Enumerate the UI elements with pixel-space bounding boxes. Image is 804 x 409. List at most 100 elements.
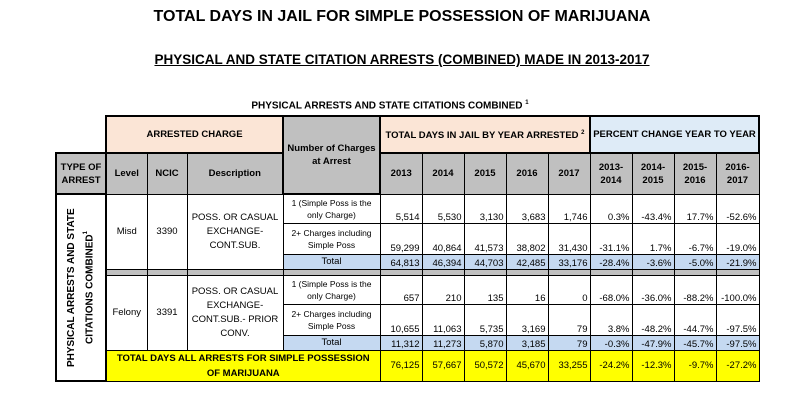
year-header: 2016	[505, 152, 549, 195]
description-header: Description	[186, 152, 284, 195]
charges-label: 1 (Simple Poss is the only Charge)	[282, 193, 381, 224]
days-cell: 44,703	[463, 253, 507, 270]
pct-cell: -36.0%	[631, 274, 675, 305]
grand-total-pct: -12.3%	[631, 349, 675, 382]
charges-label: 2+ Charges including Simple Poss	[282, 222, 381, 255]
days-cell: 135	[463, 274, 507, 305]
charges-label: Total	[282, 253, 381, 270]
ncic-header: NCIC	[146, 152, 188, 195]
type-header: TYPE OF ARREST	[55, 152, 107, 195]
table-title-text: PHYSICAL ARRESTS AND STATE CITATIONS COM…	[251, 100, 523, 112]
pct-cell: -97.5%	[715, 334, 760, 351]
year-header: 2015	[463, 152, 507, 195]
charges-label: Total	[282, 334, 381, 351]
pct-cell: -21.9%	[715, 253, 760, 270]
grand-total-days: 33,255	[547, 349, 591, 382]
description-cell: POSS. OR CASUAL EXCHANGE-CONT.SUB.	[186, 193, 284, 270]
days-cell: 41,573	[463, 222, 507, 255]
description-cell: POSS. OR CASUAL EXCHANGE-CONT.SUB.- PRIO…	[186, 274, 284, 351]
num-charges-header: Number of Charges at Arrest	[282, 115, 381, 195]
ncic-cell: 3391	[146, 274, 188, 351]
pct-cell: 17.7%	[673, 193, 717, 224]
arrested-charge-header: ARRESTED CHARGE	[105, 115, 284, 154]
level-cell: Misd	[105, 193, 148, 270]
days-cell: 79	[547, 334, 591, 351]
pct-cell: -3.6%	[631, 253, 675, 270]
type-of-arrest-cell: PHYSICAL ARRESTS AND STATE CITATIONS COM…	[55, 193, 107, 382]
days-cell: 3,130	[463, 193, 507, 224]
table-title: PHYSICAL ARRESTS AND STATE CITATIONS COM…	[100, 100, 680, 111]
main-title: TOTAL DAYS IN JAIL FOR SIMPLE POSSESSION…	[153, 8, 651, 25]
charges-label: 1 (Simple Poss is the only Charge)	[282, 274, 381, 305]
grand-total-pct: -27.2%	[715, 349, 760, 382]
days-cell: 38,802	[505, 222, 549, 255]
days-cell: 11,273	[421, 334, 465, 351]
ncic-cell: 3390	[146, 193, 188, 270]
blank-corner	[56, 116, 106, 153]
pct-cell: 1.7%	[631, 222, 675, 255]
days-cell: 79	[547, 303, 591, 336]
pct-cell: -31.1%	[589, 222, 633, 255]
total-days-header: TOTAL DAYS IN JAIL BY YEAR ARRESTED 2	[379, 115, 591, 154]
days-cell: 5,514	[379, 193, 423, 224]
days-cell: 42,485	[505, 253, 549, 270]
days-cell: 46,394	[421, 253, 465, 270]
pct-cell: -88.2%	[673, 274, 717, 305]
days-cell: 10,655	[379, 303, 423, 336]
type-label: PHYSICAL ARRESTS AND STATE CITATIONS COM…	[65, 208, 96, 367]
pct-cell: 3.8%	[589, 303, 633, 336]
days-cell: 3,185	[505, 334, 549, 351]
charges-label: 2+ Charges including Simple Poss	[282, 303, 381, 336]
grand-total-pct: -24.2%	[589, 349, 633, 382]
pct-cell: -52.6%	[715, 193, 760, 224]
pct-cell: -45.7%	[673, 334, 717, 351]
footnote-marker: 2	[581, 129, 585, 136]
grand-total-days: 50,572	[463, 349, 507, 382]
table-row: Felony 3391 POSS. OR CASUAL EXCHANGE-CONT.…	[56, 274, 760, 351]
grand-total-row: TOTAL DAYS ALL ARRESTS FOR SIMPLE POSSES…	[56, 349, 760, 382]
pct-cell: -48.2%	[631, 303, 675, 336]
pct-cell: -68.0%	[589, 274, 633, 305]
pct-cell: -47.9%	[631, 334, 675, 351]
period-header: 2014-2015	[631, 152, 675, 195]
level-header: Level	[105, 152, 148, 195]
days-cell: 11,063	[421, 303, 465, 336]
period-header: 2016-2017	[715, 152, 760, 195]
jail-days-table: ARRESTED CHARGE Number of Charges at Arr…	[55, 115, 760, 382]
year-header: 2017	[547, 152, 591, 195]
days-cell: 16	[505, 274, 549, 305]
pct-cell: -100.0%	[715, 274, 760, 305]
days-cell: 40,864	[421, 222, 465, 255]
days-cell: 5,735	[463, 303, 507, 336]
subtitle: PHYSICAL AND STATE CITATION ARRESTS (COM…	[154, 52, 650, 67]
days-cell: 210	[421, 274, 465, 305]
grand-total-days: 57,667	[421, 349, 465, 382]
footnote-marker: 1	[525, 100, 529, 106]
pct-cell: -28.4%	[589, 253, 633, 270]
pct-change-header: PERCENT CHANGE YEAR TO YEAR	[589, 115, 760, 154]
days-cell: 31,430	[547, 222, 591, 255]
period-header: 2013-2014	[589, 152, 633, 195]
period-header: 2015-2016	[673, 152, 717, 195]
table-row: PHYSICAL ARRESTS AND STATE CITATIONS COM…	[55, 193, 760, 382]
days-cell: 5,870	[463, 334, 507, 351]
pct-cell: 0.3%	[589, 193, 633, 224]
separator-row	[56, 268, 760, 276]
year-header: 2014	[421, 152, 465, 195]
days-cell: 657	[379, 274, 423, 305]
days-cell: 3,683	[505, 193, 549, 224]
table-row: 2+ Charges including Simple Poss 59,299 40…	[56, 222, 760, 255]
pct-cell: -6.7%	[673, 222, 717, 255]
pct-cell: -97.5%	[715, 303, 760, 336]
pct-cell: -19.0%	[715, 222, 760, 255]
pct-cell: -5.0%	[673, 253, 717, 270]
days-cell: 5,530	[421, 193, 465, 224]
grand-total-days: 45,670	[505, 349, 549, 382]
footnote-marker: 1	[82, 231, 89, 235]
total-days-text: TOTAL DAYS IN JAIL BY YEAR ARRESTED	[385, 130, 579, 142]
grand-total-days: 76,125	[379, 349, 423, 382]
pct-cell: -44.7%	[673, 303, 717, 336]
days-cell: 64,813	[379, 253, 423, 270]
pct-cell: -43.4%	[631, 193, 675, 224]
days-cell: 11,312	[379, 334, 423, 351]
